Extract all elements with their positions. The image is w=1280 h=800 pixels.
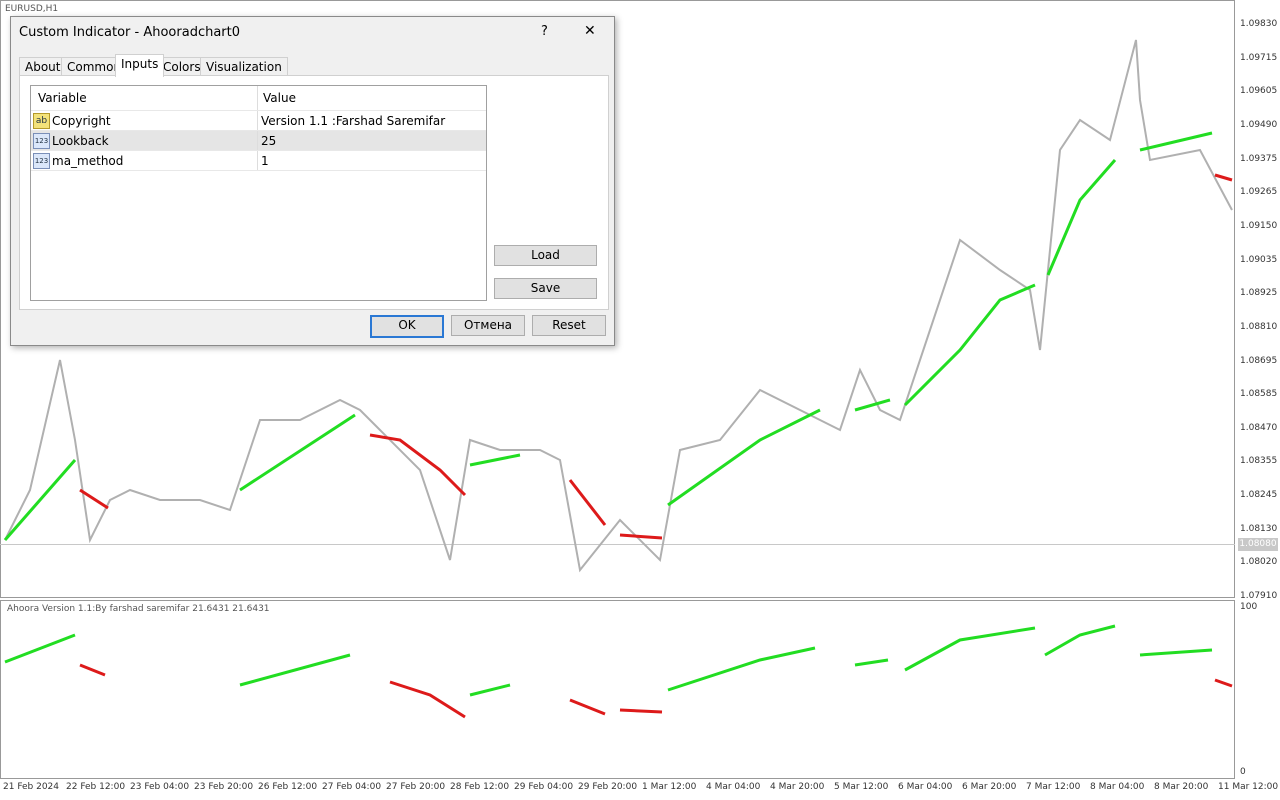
table-header: Variable Value <box>31 86 486 111</box>
price-label: 1.09375 <box>1240 153 1278 164</box>
tab[interactable]: Visualization <box>200 57 288 76</box>
price-label: 1.09490 <box>1240 119 1278 130</box>
time-label: 6 Mar 04:00 <box>898 782 953 792</box>
help-button[interactable]: ? <box>541 24 548 39</box>
footer-button[interactable]: Отмена <box>451 315 525 336</box>
time-label: 23 Feb 04:00 <box>130 782 190 792</box>
price-label: 1.09605 <box>1240 86 1278 97</box>
row-icon: 123 <box>33 153 50 169</box>
time-label: 23 Feb 20:00 <box>194 782 254 792</box>
price-label: 1.08585 <box>1240 389 1278 400</box>
column-divider <box>257 86 258 110</box>
indicator-min: 0 <box>1240 767 1246 777</box>
time-label: 21 Feb 2024 <box>3 782 60 792</box>
close-button[interactable]: ✕ <box>584 23 596 39</box>
table-row[interactable]: ab Copyright Version 1.1 :Farshad Saremifa… <box>31 111 486 131</box>
price-label: 1.07910 <box>1240 591 1278 601</box>
time-label: 7 Mar 12:00 <box>1026 782 1081 792</box>
column-divider <box>257 131 258 150</box>
time-label: 8 Mar 04:00 <box>1090 782 1145 792</box>
time-label: 11 Mar 12:00 <box>1218 782 1279 792</box>
time-label: 29 Feb 20:00 <box>578 782 638 792</box>
time-label: 29 Feb 04:00 <box>514 782 574 792</box>
row-icon: ab <box>33 113 50 129</box>
value-cell: Version 1.1 :Farshad Saremifar <box>261 114 446 128</box>
dialog-title: Custom Indicator - Ahooradchart0 <box>19 25 241 40</box>
price-label: 1.08020 <box>1240 557 1278 568</box>
time-label: 4 Mar 20:00 <box>770 782 825 792</box>
header-cell: Variable <box>38 91 87 105</box>
column-divider <box>257 111 258 130</box>
dialog: Custom Indicator - Ahooradchart0 ? ✕ Abo… <box>10 16 615 346</box>
price-label: 1.08925 <box>1240 288 1278 299</box>
table-row[interactable]: 123 ma_method 1 <box>31 151 486 171</box>
variable-cell: Copyright <box>52 114 111 128</box>
current-price: 1.08080 <box>1238 538 1278 551</box>
indicator-max: 100 <box>1240 602 1258 612</box>
indicator-window <box>0 600 1235 779</box>
price-label: 1.08245 <box>1240 490 1278 501</box>
price-label: 1.09265 <box>1240 187 1278 198</box>
price-label: 1.08810 <box>1240 321 1278 332</box>
column-divider <box>257 151 258 170</box>
price-label: 1.08355 <box>1240 456 1278 467</box>
time-label: 22 Feb 12:00 <box>66 782 126 792</box>
footer-button[interactable]: Reset <box>532 315 606 336</box>
symbol-label: EURUSD,H1 <box>5 4 59 14</box>
time-label: 27 Feb 20:00 <box>386 782 446 792</box>
time-label: 28 Feb 12:00 <box>450 782 510 792</box>
value-cell: 1 <box>261 154 269 168</box>
indicator-down <box>79 173 1233 719</box>
header-cell: Value <box>263 91 296 105</box>
indicator-up <box>3 131 1213 697</box>
price-label: 1.08130 <box>1240 523 1278 534</box>
variable-cell: ma_method <box>52 154 124 168</box>
price-label: 1.09035 <box>1240 254 1278 265</box>
price-label: 1.08695 <box>1240 355 1278 366</box>
price-series <box>4 39 1233 573</box>
value-cell: 25 <box>261 134 277 148</box>
time-label: 27 Feb 04:00 <box>322 782 382 792</box>
time-label: 6 Mar 20:00 <box>962 782 1017 792</box>
time-label: 8 Mar 20:00 <box>1154 782 1209 792</box>
time-label: 4 Mar 04:00 <box>706 782 761 792</box>
price-label: 1.09715 <box>1240 52 1278 63</box>
indicator-label: Ahoora Version 1.1:By farshad saremifar … <box>7 604 270 614</box>
inputs-table: Variable Value ab Copyright Version 1.1 :F… <box>30 85 487 301</box>
row-icon: 123 <box>33 133 50 149</box>
table-row[interactable]: 123 Lookback 25 <box>31 131 486 151</box>
time-label: 26 Feb 12:00 <box>258 782 318 792</box>
variable-cell: Lookback <box>52 134 109 148</box>
tab[interactable]: Common <box>61 57 128 76</box>
footer-button[interactable]: OK <box>370 315 444 338</box>
price-label: 1.09830 <box>1240 19 1278 29</box>
side-button[interactable]: Load <box>494 245 597 266</box>
side-button[interactable]: Save <box>494 278 597 299</box>
tab[interactable]: Inputs <box>115 54 165 77</box>
tab[interactable]: About <box>19 57 67 76</box>
tab-panel: Variable Value ab Copyright Version 1.1 :F… <box>19 75 609 310</box>
time-label: 5 Mar 12:00 <box>834 782 889 792</box>
price-label: 1.09150 <box>1240 220 1278 231</box>
price-label: 1.08470 <box>1240 422 1278 433</box>
time-label: 1 Mar 12:00 <box>642 782 697 792</box>
